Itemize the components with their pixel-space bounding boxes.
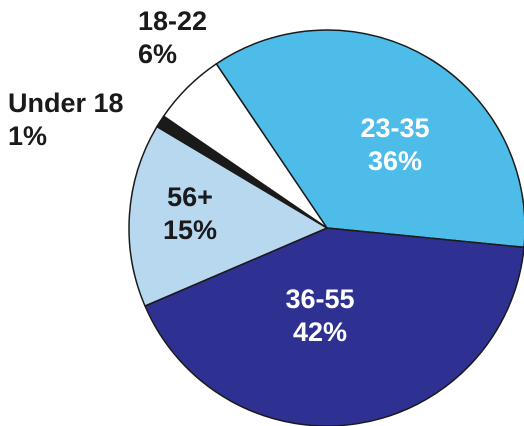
slice-label-under-18: Under 18 1% — [8, 88, 124, 151]
slice-label-56: 56+ 15% — [163, 182, 217, 245]
slice-percent-18-22: 6% — [138, 39, 177, 69]
pie-slice-36-55 — [144, 227, 524, 426]
pie-slice-18-22 — [162, 63, 328, 229]
slice-label-36-55: 36-55 42% — [285, 284, 354, 347]
slice-label-18-22: 18-22 6% — [138, 6, 207, 69]
slice-category-18-22: 18-22 — [138, 6, 207, 36]
slice-category-56: 56+ — [167, 182, 213, 212]
slice-percent-23-35: 36% — [368, 146, 422, 176]
slice-category-under-18: Under 18 — [8, 88, 124, 118]
slice-category-23-35: 23-35 — [360, 113, 429, 143]
slice-percent-36-55: 42% — [293, 317, 347, 347]
pie-slice-56 — [128, 125, 328, 307]
slice-percent-under-18: 1% — [8, 121, 47, 151]
slice-percent-56: 15% — [163, 215, 217, 245]
pie-slice-23-35 — [215, 29, 524, 249]
slice-category-36-55: 36-55 — [285, 284, 354, 314]
slice-label-23-35: 23-35 36% — [360, 113, 429, 176]
